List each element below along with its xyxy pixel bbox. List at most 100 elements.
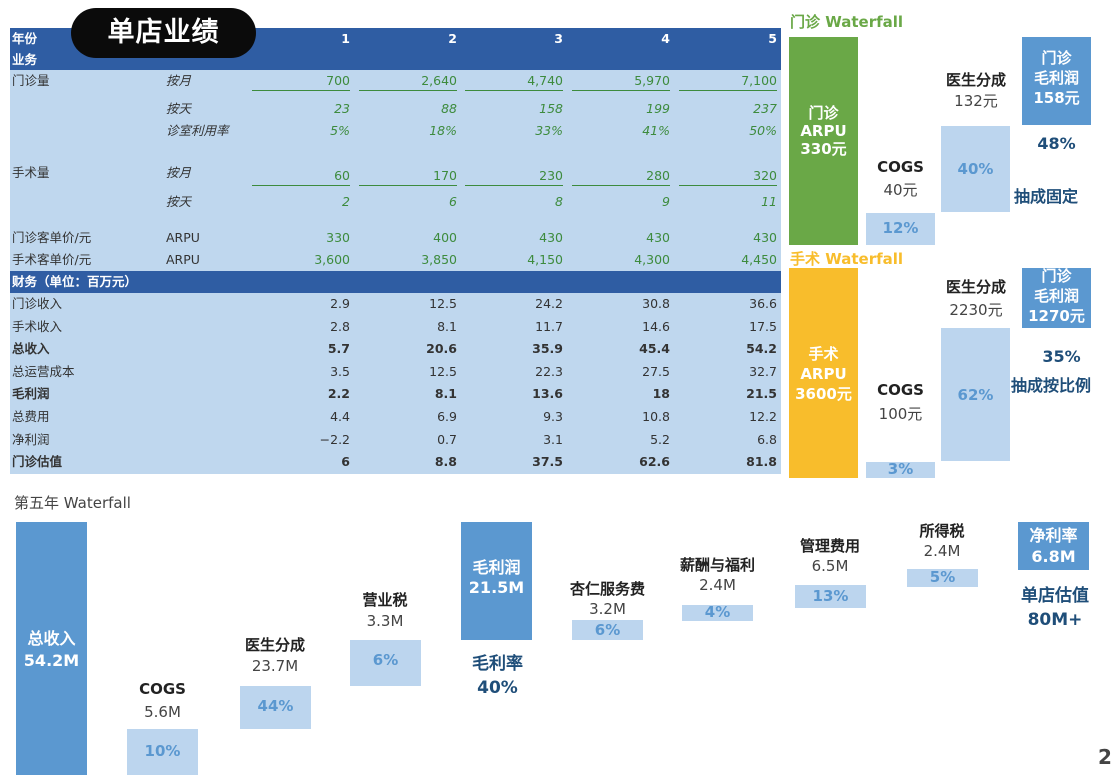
year5-doctor-label: 医生分成: [244, 636, 305, 654]
table-cell: 35.9: [532, 341, 563, 357]
year5-cogs-pct: 10%: [144, 742, 181, 760]
table-cell: 32.7: [749, 363, 777, 379]
row-label: 手术收入: [12, 318, 63, 334]
year5-salary-amount: 2.4M: [699, 576, 736, 594]
row-label: 总运营成本: [12, 363, 75, 379]
table-row: 60 170 230 280 320: [334, 168, 777, 183]
table-cell: 5.2: [650, 431, 670, 447]
table-cell: 37.5: [532, 454, 563, 470]
table-cell: 10.8: [642, 409, 670, 424]
year-5: 5: [768, 31, 777, 46]
surgery-doctor-amount: 2230元: [949, 301, 1003, 319]
row-label: 毛利润: [12, 386, 50, 402]
table-cell: 62.6: [639, 454, 670, 470]
table-row: 总收入 5.7 20.6 35.9 45.4 54.2: [10, 338, 781, 360]
outpatient-cogs-label: COGS: [877, 158, 924, 176]
row-label: 门诊收入: [12, 296, 63, 311]
year-2: 2: [448, 31, 457, 46]
table-row: 按天 23 88 158 199 237: [166, 101, 777, 116]
year5-service-bar: [572, 620, 643, 640]
table-cell: 11.7: [535, 318, 563, 334]
year5-cogs-bar: [127, 729, 198, 775]
outpatient-arpu-bar: [789, 37, 858, 245]
table-row: 手术量 按月: [12, 165, 192, 180]
table-row: 门诊估值 6 8.8 37.5 62.6 81.8: [10, 451, 781, 473]
year5-tax-pct: 6%: [372, 651, 399, 669]
table-cell: 6: [341, 454, 350, 470]
year5-tax-bar: [350, 640, 421, 686]
table-row: 手术客单价/元 ARPU 3,600 3,850 4,150 4,300 4,4…: [12, 252, 777, 267]
surgery-cogs-bar: [866, 462, 935, 478]
outpatient-cogs-bar: [866, 213, 935, 245]
page-number: 2: [1098, 745, 1112, 769]
section-finance: 财务（单位：百万元）: [10, 271, 781, 293]
table-row: 按天 2 6 8 9 11: [166, 194, 777, 209]
surgery-note: 抽成按比例: [1011, 376, 1092, 395]
table-cell: 8.8: [434, 454, 457, 470]
year5-admin-pct: 13%: [812, 587, 849, 605]
table-cell: 2.9: [330, 296, 350, 311]
table-cell: 12.5: [429, 296, 457, 311]
year-1: 1: [341, 31, 350, 46]
outpatient-cogs-amount: 40元: [883, 181, 918, 199]
year5-income-tax-pct: 5%: [929, 568, 956, 586]
row-label: 门诊估值: [12, 454, 63, 470]
year5-doctor-pct: 44%: [257, 697, 294, 715]
table-cell: 27.5: [642, 363, 670, 379]
year5-net-bar: [1018, 522, 1089, 570]
year5-cogs-amount: 5.6M: [144, 703, 181, 721]
table-cell: 14.6: [642, 318, 670, 334]
year5-gross-label: 毛利润 21.5M: [468, 558, 525, 597]
table-cell: 18: [652, 386, 670, 402]
year5-salary-bar: [682, 605, 753, 621]
year5-income-tax-label: 所得税: [919, 522, 965, 540]
year5-salary-label: 薪酬与福利: [679, 556, 755, 574]
table-cell: 81.8: [746, 454, 777, 470]
outpatient-doctor-label: 医生分成: [945, 71, 1006, 89]
year5-revenue-bar: [16, 522, 87, 775]
table-cell: 17.5: [749, 318, 777, 334]
outpatient-cogs-pct: 12%: [882, 219, 919, 237]
year5-net-label: 净利率 6.8M: [1029, 526, 1078, 566]
year5-revenue-label: 总收入 54.2M: [23, 629, 80, 670]
year-4: 4: [661, 31, 670, 46]
outpatient-waterfall-title: 门诊 Waterfall: [790, 13, 904, 31]
outpatient-doctor-amount: 132元: [954, 92, 998, 110]
surgery-arpu-label: 手术 ARPU 3600元: [795, 345, 852, 403]
year5-doctor-bar: [240, 686, 311, 729]
table-cell: 2.2: [327, 386, 350, 402]
surgery-arpu-bar: [789, 268, 858, 478]
table-cell: −2.2: [319, 431, 350, 447]
table-cell: 22.3: [535, 363, 563, 379]
year5-income-tax-amount: 2.4M: [923, 542, 961, 560]
year5-service-label: 杏仁服务费: [569, 580, 645, 598]
year5-salary-pct: 4%: [704, 603, 731, 621]
table-cell: 54.2: [746, 341, 777, 357]
table-cell: 0.7: [437, 431, 457, 447]
table-cell: 20.6: [426, 341, 457, 357]
table-row: 门诊收入 2.9 12.5 24.2 30.8 36.6: [10, 293, 781, 315]
year5-doctor-amount: 23.7M: [251, 657, 299, 675]
year5-tax-label: 营业税: [362, 591, 408, 609]
outpatient-note: 抽成固定: [1014, 187, 1079, 206]
outpatient-profit-label: 门诊 毛利润 158元: [1033, 49, 1080, 107]
table-cell: 36.6: [749, 296, 777, 311]
row-label: 总费用: [12, 409, 50, 424]
table-row: 净利润 −2.2 0.7 3.1 5.2 6.8: [10, 429, 781, 451]
surgery-doctor-bar: [941, 328, 1010, 461]
table-cell: 9.3: [543, 409, 563, 424]
year5-income-tax-bar: [907, 569, 978, 587]
table-row: 门诊客单价/元 ARPU 330 400 430 430 430: [12, 230, 777, 245]
table-cell: 12.5: [429, 363, 457, 379]
table-cell: 8.1: [437, 318, 457, 334]
year5-valuation: 单店估值 80M+: [1021, 586, 1089, 630]
table-row: 手术收入 2.8 8.1 11.7 14.6 17.5: [10, 316, 781, 338]
table-cell: 6.8: [757, 431, 777, 447]
table-cell: 3.1: [543, 431, 563, 447]
table-cell: 13.6: [532, 386, 563, 402]
surgery-profit-pct: 35%: [1042, 347, 1081, 366]
header-label: 年份: [12, 31, 38, 46]
surgery-waterfall-title: 手术 Waterfall: [790, 250, 904, 268]
performance-table: 年份 1 2 3 4 5 业务 门诊量 按月 700 2,640 4,740 5…: [10, 28, 781, 474]
table-cell: 5.7: [327, 341, 350, 357]
